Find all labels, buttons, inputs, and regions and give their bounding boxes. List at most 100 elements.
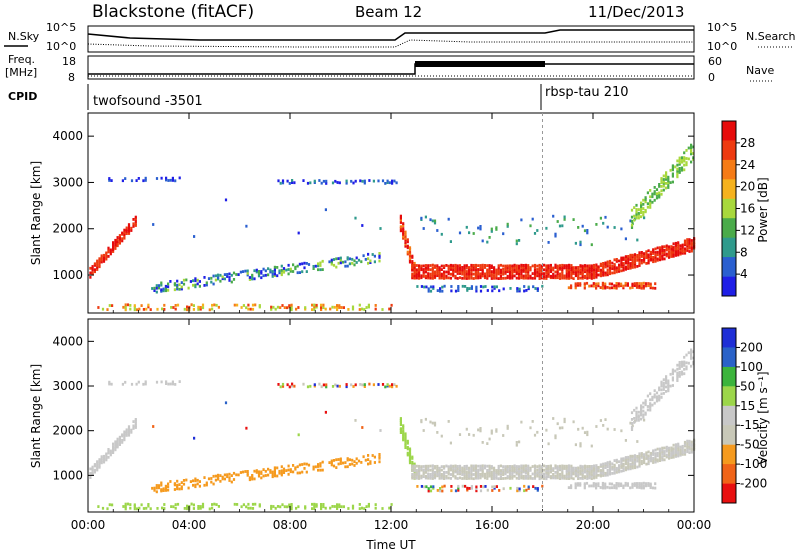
echo-cell [642, 207, 645, 210]
echo-cell [178, 176, 181, 180]
echo-cell [334, 179, 337, 183]
echo-cell [458, 266, 462, 270]
echo-cell [579, 444, 582, 448]
echo-cell [513, 263, 516, 267]
echo-cell [402, 227, 405, 230]
echo-cell [630, 215, 634, 219]
echo-cell [674, 245, 677, 249]
echo-cell [325, 182, 328, 185]
echo-cell [291, 384, 294, 388]
echo-cell [663, 454, 666, 458]
echo-cell [136, 308, 139, 312]
echo-cell [508, 266, 512, 270]
echo-cell [661, 249, 664, 253]
echo-cell [381, 507, 384, 510]
echo-cell [532, 485, 535, 488]
echo-cell [378, 252, 381, 255]
echo-cell [671, 180, 674, 184]
echo-cell [613, 469, 616, 472]
echo-cell [395, 181, 398, 185]
echo-cell [384, 385, 387, 389]
echo-cell [408, 458, 412, 461]
echo-cell [164, 287, 167, 291]
echo-cell [668, 451, 671, 455]
echo-cell [506, 465, 509, 468]
echo-cell [511, 264, 514, 268]
echo-cell [330, 463, 333, 467]
echo-cell [454, 475, 457, 478]
echo-cell [670, 450, 673, 454]
echo-cell [586, 465, 589, 468]
echo-cell [433, 465, 437, 468]
echo-cell [683, 243, 687, 247]
echo-cell [686, 243, 689, 246]
echo-cell [338, 503, 341, 507]
echo-cell [527, 469, 530, 472]
echo-cell [450, 485, 453, 488]
echo-cell [413, 476, 416, 480]
echo-cell [89, 271, 92, 275]
echo-cell [677, 442, 680, 446]
echo-cell [524, 464, 527, 468]
echo-cell [367, 261, 370, 265]
echo-cell [271, 270, 274, 273]
echo-cell [470, 466, 473, 470]
echo-cell [294, 466, 297, 470]
echo-cell [98, 261, 101, 264]
echo-cell [654, 448, 657, 452]
echo-cell [351, 261, 354, 265]
echo-cell [681, 245, 684, 249]
echo-cell [615, 484, 618, 487]
echo-cell [545, 465, 548, 468]
echo-cell [563, 420, 566, 424]
echo-cell [100, 459, 103, 463]
echo-cell [508, 465, 512, 468]
echo-cell [194, 477, 197, 481]
echo-cell [404, 440, 407, 443]
echo-cell [443, 474, 446, 478]
echo-cell [281, 179, 285, 183]
echo-cell [481, 270, 484, 274]
echo-cell [638, 282, 641, 285]
echo-cell [649, 199, 652, 203]
power-colorbar-tick-label: 24 [740, 158, 755, 172]
echo-cell [627, 461, 630, 465]
echo-cell [443, 477, 446, 480]
echo-cell [672, 451, 675, 455]
echo-cell [297, 433, 300, 437]
echo-cell [601, 481, 604, 485]
echo-cell [449, 468, 452, 472]
echo-cell [660, 185, 663, 188]
echo-cell [281, 304, 284, 307]
nsearch-label: N.Search [746, 30, 796, 43]
echo-cell [245, 306, 248, 310]
echo-cell [595, 482, 598, 486]
echo-cell [602, 273, 605, 277]
echo-cell [520, 420, 523, 424]
echo-cell [645, 251, 648, 255]
echo-cell [637, 211, 640, 215]
echo-cell [164, 484, 167, 488]
nave-tick-bottom: 0 [708, 71, 715, 84]
echo-cell [672, 248, 675, 252]
echo-cell [665, 248, 668, 252]
echo-cell [347, 507, 350, 510]
echo-cell [269, 471, 272, 474]
echo-cell [651, 398, 654, 402]
echo-cell [411, 476, 414, 480]
echo-cell [613, 463, 616, 467]
colorbar-swatch [722, 121, 736, 141]
echo-cell [320, 505, 323, 509]
echo-cell [516, 489, 519, 493]
echo-cell [511, 272, 514, 276]
echo-cell [536, 471, 539, 474]
echo-cell [579, 265, 582, 269]
echo-cell [520, 470, 523, 474]
echo-cell [438, 476, 441, 480]
echo-cell [174, 179, 177, 183]
echo-cell [279, 306, 282, 309]
echo-cell [490, 270, 493, 273]
echo-cell [264, 474, 267, 477]
echo-cell [622, 286, 625, 290]
echo-cell [565, 464, 568, 468]
